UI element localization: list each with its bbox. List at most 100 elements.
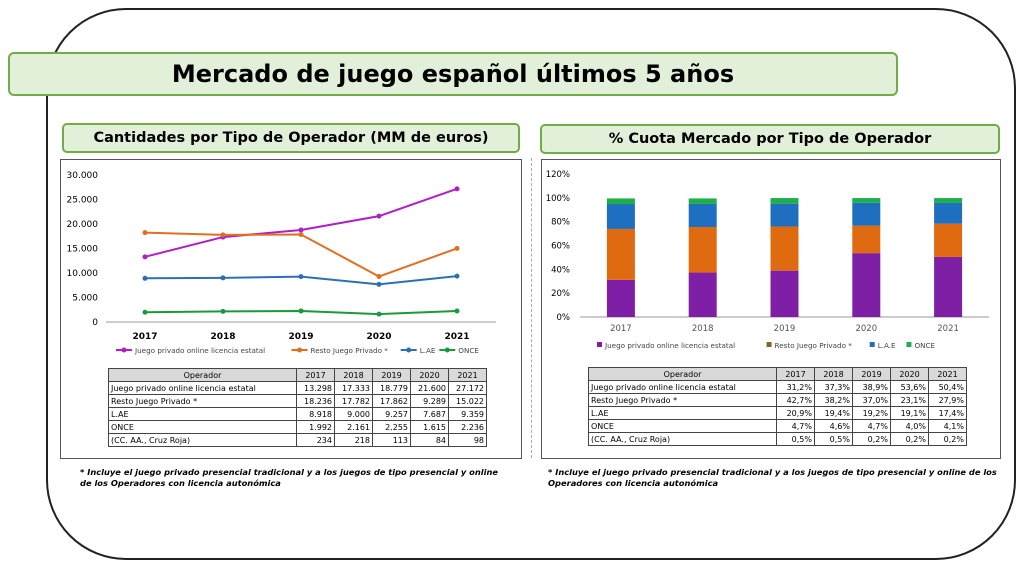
right-footnote: * Incluye el juego privado presencial tr… — [548, 467, 997, 488]
y-tick-label: 25.000 — [67, 196, 99, 206]
bar-segment — [934, 223, 963, 257]
table-cell: 98 — [448, 433, 487, 447]
table-cell: 0,2% — [852, 432, 891, 446]
table-cell: 19,1% — [890, 406, 929, 420]
table-cell: 9.359 — [448, 407, 487, 421]
table-cell: 0,2% — [890, 432, 929, 446]
bar-segment — [770, 203, 799, 227]
table-cell: 9.257 — [372, 407, 411, 421]
bar-segment — [934, 198, 963, 203]
table-header-cell: 2018 — [334, 368, 373, 382]
table-cell: Juego privado online licencia estatal — [588, 380, 777, 394]
table-cell: 7.687 — [410, 407, 449, 421]
table-header-cell: 2017 — [296, 368, 335, 382]
x-tick-label: 2017 — [610, 324, 632, 334]
legend-swatch — [869, 342, 875, 347]
left-data-table: Operador 2017 2018 2019 2020 2021 Juego … — [108, 368, 487, 447]
y-tick-label: 10.000 — [67, 269, 99, 279]
bar-segment — [606, 198, 635, 205]
table-cell: 4,0% — [890, 419, 929, 433]
legend-marker — [444, 347, 450, 353]
legend-label: Resto Juego Privado * — [775, 341, 853, 350]
table-row: L.AE 8.918 9.000 9.257 7.687 9.359 — [108, 407, 487, 421]
left-footnote: * Incluye el juego privado presencial tr… — [80, 467, 498, 488]
data-point — [376, 273, 382, 279]
table-cell: 17.862 — [372, 394, 411, 408]
data-point — [220, 232, 226, 238]
data-point — [454, 308, 460, 314]
table-cell: 2.255 — [372, 420, 411, 434]
data-point — [454, 186, 460, 192]
table-cell: 0,2% — [928, 432, 967, 446]
legend-swatch — [597, 342, 602, 347]
table-cell: ONCE — [588, 419, 777, 433]
table-cell: L.AE — [588, 406, 777, 420]
table-cell: 13.298 — [296, 381, 335, 395]
table-cell: 53,6% — [890, 380, 929, 394]
table-cell: 2.236 — [448, 420, 487, 434]
table-cell: 4,7% — [852, 419, 891, 433]
table-cell: ONCE — [108, 420, 297, 434]
right-data-table: Operador 2017 2018 2019 2020 2021 Juego … — [588, 367, 967, 446]
table-cell: 50,4% — [928, 380, 967, 394]
table-row: (CC. AA., Cruz Roja) 234 218 113 84 98 — [108, 433, 487, 447]
y-tick-label: 40% — [551, 265, 570, 275]
y-tick-label: 15.000 — [67, 245, 99, 255]
table-row: Juego privado online licencia estatal 31… — [588, 380, 967, 394]
table-row: Juego privado online licencia estatal 13… — [108, 381, 487, 395]
table-cell: 9.289 — [410, 394, 449, 408]
page-title: Mercado de juego español últimos 5 años — [8, 52, 898, 96]
table-header-cell: Operador — [588, 367, 777, 381]
left-section-title: Cantidades por Tipo de Operador (MM de e… — [62, 123, 520, 153]
table-header-cell: 2019 — [372, 368, 411, 382]
data-point — [376, 311, 382, 317]
x-tick-label: 2020 — [855, 324, 877, 334]
table-cell: 31,2% — [776, 380, 815, 394]
outer-frame — [46, 8, 1016, 560]
stacked-bar-chart: 0% 20% 40% 60% 80% 100% 120% 2017 2018 2019 2020 20… — [546, 170, 989, 350]
table-cell: 17.333 — [334, 381, 373, 395]
table-cell: 17.782 — [334, 394, 373, 408]
data-point — [220, 275, 226, 281]
x-tick-label: 2019 — [774, 324, 796, 334]
x-tick-label: 2020 — [366, 332, 391, 342]
bar-segment — [688, 198, 717, 204]
x-tick-label: 2017 — [132, 332, 157, 342]
table-cell: 0,5% — [776, 432, 815, 446]
table-cell: 218 — [334, 433, 373, 447]
table-cell: 27,9% — [928, 393, 967, 407]
y-tick-label: 0 — [92, 318, 98, 328]
y-tick-label: 60% — [551, 242, 570, 252]
table-cell: (CC. AA., Cruz Roja) — [108, 433, 297, 447]
table-cell: L.AE — [108, 407, 297, 421]
table-cell: 18.236 — [296, 394, 335, 408]
legend-marker — [406, 347, 412, 353]
table-cell: 113 — [372, 433, 411, 447]
legend-label: ONCE — [458, 346, 479, 355]
legend-label: Juego privado online licencia estatal — [604, 341, 735, 350]
table-row: ONCE 1.992 2.161 2.255 1.615 2.236 — [108, 420, 487, 434]
data-point — [142, 309, 148, 315]
table-cell: Juego privado online licencia estatal — [108, 381, 297, 395]
bar-segment — [852, 253, 881, 317]
table-cell: 4,6% — [814, 419, 853, 433]
x-tick-label: 2021 — [444, 332, 469, 342]
table-cell: 37,3% — [814, 380, 853, 394]
data-point — [454, 273, 460, 279]
panel-divider — [531, 158, 532, 458]
table-row: ONCE 4,7% 4,6% 4,7% 4,0% 4,1% — [588, 419, 967, 433]
table-cell: 15.022 — [448, 394, 487, 408]
legend-label: L.AE — [420, 346, 436, 355]
table-cell: (CC. AA., Cruz Roja) — [588, 432, 777, 446]
table-cell: 234 — [296, 433, 335, 447]
data-point — [376, 213, 382, 219]
data-point — [142, 275, 148, 281]
legend-marker — [297, 347, 303, 353]
bar-segment — [934, 202, 963, 224]
table-cell: 1.615 — [410, 420, 449, 434]
y-tick-label: 5.000 — [72, 294, 98, 304]
table-header-cell: 2018 — [814, 367, 853, 381]
bar-segment — [606, 204, 635, 229]
bar-segment — [606, 279, 635, 317]
table-header-cell: 2020 — [890, 367, 929, 381]
